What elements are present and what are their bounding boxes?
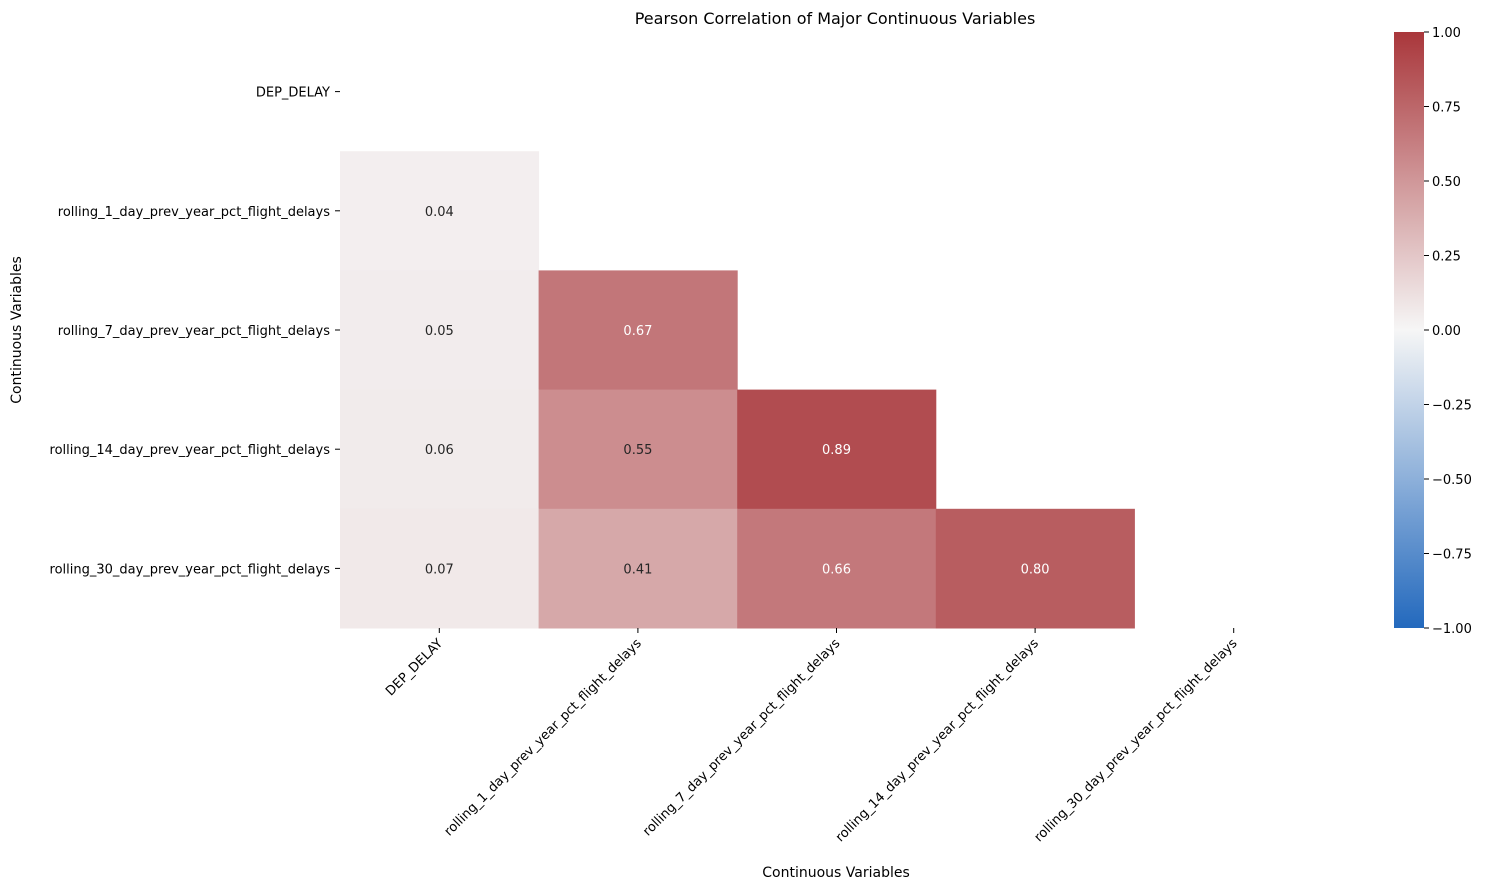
colorbar [1394, 32, 1424, 628]
cell-value-label: 0.55 [623, 443, 652, 458]
x-axis-ticks: DEP_DELAYrolling_1_day_prev_year_pct_fli… [383, 628, 1241, 845]
cell-value-label: 0.89 [822, 443, 851, 458]
chart-title: Pearson Correlation of Major Continuous … [635, 9, 1036, 28]
heatmap-cell [340, 508, 540, 629]
y-axis-label: Continuous Variables [9, 256, 25, 404]
colorbar-ticks: 1.00 0.75 0.50 0.25 0.00 −0.25 −0.50 −0.75 −1.00 [1424, 26, 1472, 637]
y-tick-label: rolling_1_day_prev_year_pct_flight_delay… [58, 205, 330, 220]
colorbar-tick-label: 1.00 [1432, 26, 1461, 41]
colorbar-tick-label: −0.75 [1432, 548, 1472, 563]
cell-value-label: 0.80 [1021, 562, 1050, 577]
heatmap-cell [538, 508, 738, 629]
heatmap-cell [538, 389, 738, 510]
colorbar-tick-label: −1.00 [1432, 622, 1472, 637]
y-tick-label: rolling_14_day_prev_year_pct_flight_dela… [50, 443, 331, 458]
y-axis-ticks: DEP_DELAY rolling_1_day_prev_year_pct_fli… [50, 86, 340, 577]
cell-value-label: 0.67 [623, 324, 652, 339]
x-tick-label: DEP_DELAY [383, 636, 446, 699]
heatmap-cell [935, 508, 1135, 629]
colorbar-tick-label: 0.00 [1432, 324, 1461, 339]
colorbar-tick-label: −0.25 [1432, 399, 1472, 414]
y-tick-label: DEP_DELAY [256, 86, 330, 101]
cell-value-label: 0.07 [425, 562, 454, 577]
y-tick-label: rolling_7_day_prev_year_pct_flight_delay… [58, 324, 330, 339]
heatmap-cell [737, 389, 937, 510]
x-tick-label: rolling_14_day_prev_year_pct_flight_dela… [833, 636, 1042, 845]
colorbar-tick-label: 0.75 [1432, 101, 1461, 116]
x-tick-label: rolling_30_day_prev_year_pct_flight_dela… [1032, 636, 1241, 845]
cell-value-label: 0.06 [425, 443, 454, 458]
heatmap-cells: 0.04 0.05 0.67 0.06 0.55 0.89 0.07 0.41 0.66 0.80 [340, 151, 1135, 629]
x-tick-label: rolling_7_day_prev_year_pct_flight_delay… [640, 636, 843, 839]
heatmap-cell [340, 151, 540, 271]
cell-value-label: 0.04 [425, 205, 454, 220]
cell-value-label: 0.66 [822, 562, 851, 577]
colorbar-tick-label: −0.50 [1432, 473, 1472, 488]
colorbar-tick-label: 0.50 [1432, 175, 1461, 190]
cell-value-label: 0.41 [623, 562, 652, 577]
heatmap-cell [340, 270, 540, 391]
heatmap-cell [737, 508, 937, 629]
x-tick-label: rolling_1_day_prev_year_pct_flight_delay… [442, 636, 645, 839]
x-axis-label: Continuous Variables [762, 865, 910, 881]
colorbar-tick-label: 0.25 [1432, 250, 1461, 265]
heatmap-cell [340, 389, 540, 510]
cell-value-label: 0.05 [425, 324, 454, 339]
heatmap-cell [538, 270, 738, 391]
y-tick-label: rolling_30_day_prev_year_pct_flight_dela… [50, 562, 331, 577]
